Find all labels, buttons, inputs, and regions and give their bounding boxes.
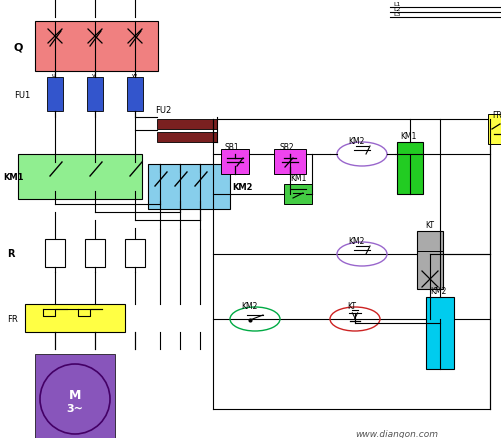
Text: FU2: FU2 (155, 106, 171, 115)
FancyBboxPatch shape (35, 354, 115, 438)
FancyBboxPatch shape (87, 78, 103, 112)
FancyBboxPatch shape (416, 231, 442, 290)
Text: KM2: KM2 (347, 137, 364, 146)
Circle shape (40, 364, 110, 434)
FancyBboxPatch shape (284, 184, 312, 205)
Text: SB2: SB2 (280, 143, 294, 152)
Text: R: R (7, 248, 15, 258)
FancyBboxPatch shape (85, 240, 105, 267)
Text: L1: L1 (392, 2, 400, 7)
Text: KT: KT (424, 220, 433, 230)
Text: L3: L3 (392, 12, 400, 17)
Text: FR: FR (7, 314, 18, 323)
Text: v: v (92, 73, 96, 78)
Text: KM2: KM2 (429, 286, 445, 295)
FancyBboxPatch shape (127, 78, 143, 112)
Text: FR: FR (491, 111, 501, 120)
Text: KM1: KM1 (3, 172, 24, 181)
Text: KM1: KM1 (399, 132, 415, 141)
FancyBboxPatch shape (125, 240, 145, 267)
FancyBboxPatch shape (25, 304, 125, 332)
FancyBboxPatch shape (396, 143, 422, 194)
FancyBboxPatch shape (487, 115, 501, 145)
Text: www.diangon.com: www.diangon.com (354, 430, 437, 438)
Text: KM2: KM2 (240, 301, 257, 310)
Text: KM2: KM2 (231, 182, 252, 191)
Text: u: u (52, 73, 56, 78)
Text: KT: KT (346, 301, 355, 310)
Text: Q: Q (14, 42, 24, 52)
FancyBboxPatch shape (425, 297, 453, 369)
Text: FU1: FU1 (14, 90, 30, 99)
Text: KM2: KM2 (347, 237, 364, 245)
FancyBboxPatch shape (47, 78, 63, 112)
Text: w: w (132, 73, 137, 78)
Text: M: M (69, 389, 81, 402)
FancyBboxPatch shape (220, 150, 248, 175)
FancyBboxPatch shape (148, 165, 229, 209)
FancyBboxPatch shape (35, 22, 158, 72)
Text: L2: L2 (392, 7, 400, 12)
Text: KM1: KM1 (290, 173, 306, 183)
FancyBboxPatch shape (45, 240, 65, 267)
Text: SB1: SB1 (224, 143, 239, 152)
FancyBboxPatch shape (157, 133, 216, 143)
FancyBboxPatch shape (18, 155, 142, 200)
FancyBboxPatch shape (157, 120, 216, 130)
FancyBboxPatch shape (274, 150, 306, 175)
Text: 3~: 3~ (67, 403, 83, 413)
